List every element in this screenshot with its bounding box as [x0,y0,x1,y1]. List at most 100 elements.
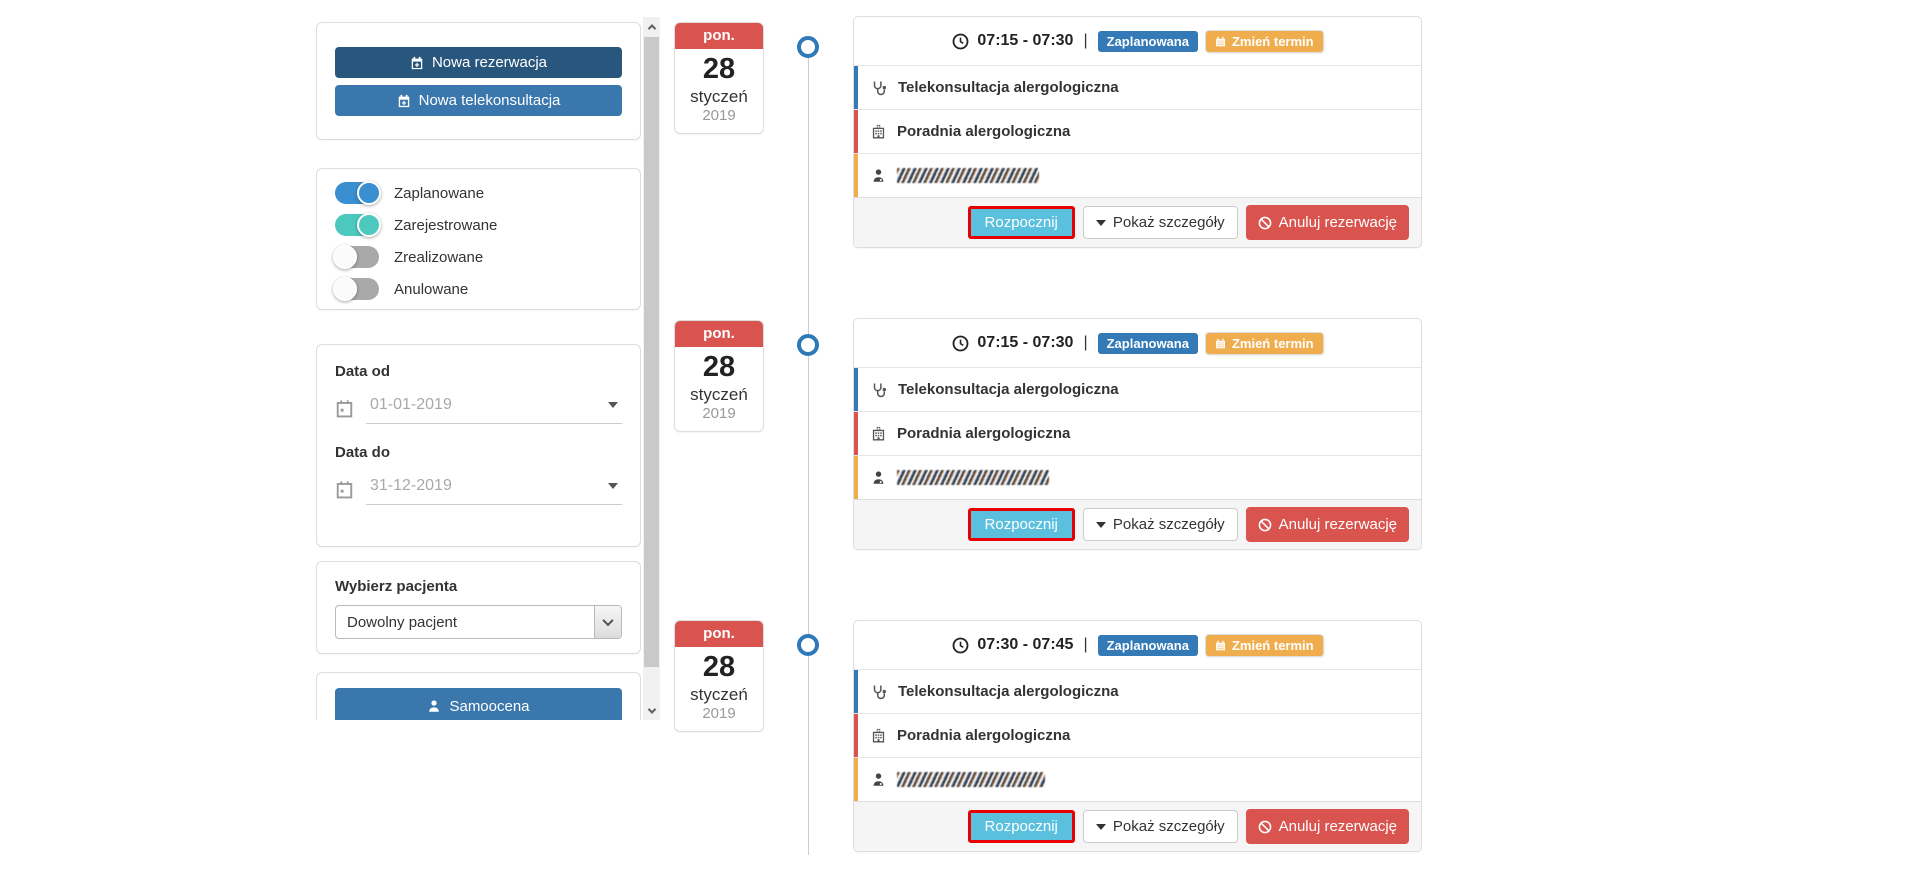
date-to-input[interactable]: 31-12-2019 [335,475,622,505]
appointment-actions: Rozpocznij Pokaż szczegóły Anuluj rezerw… [854,801,1421,851]
timeline-marker [797,334,819,356]
stethoscope-icon [871,684,887,700]
appointment-header: 07:30 - 07:45 | Zaplanowana Zmień termin [854,621,1421,669]
show-details-button[interactable]: Pokaż szczegóły [1082,508,1238,541]
date-from-value: 01-01-2019 [370,396,452,413]
calendar-icon [1215,640,1226,651]
date-range-card: Data od 01-01-2019 Data do 31-12-2019 [316,344,641,547]
toggle-zaplanowane[interactable] [335,181,381,205]
select-arrow-button[interactable] [594,606,621,638]
hospital-icon [871,728,886,743]
reschedule-label: Zmień termin [1231,335,1314,351]
caret-down-icon [608,483,618,489]
user-icon [427,699,441,713]
toggle-knob [357,213,381,237]
new-reservation-button[interactable]: Nowa rezerwacja [335,47,622,78]
caret-down-icon [608,402,618,408]
new-reservation-label: Nowa rezerwacja [431,54,548,71]
clinic-row: Poradnia alergologiczna [854,713,1421,757]
date-card: pon. 28 styczeń 2019 [674,320,764,432]
date-to-label: Data do [335,444,391,461]
chevron-down-icon [647,704,656,714]
date-day: 28 [702,651,736,683]
clock-icon [952,335,969,352]
timeline-marker [797,36,819,58]
new-teleconsultation-button[interactable]: Nowa telekonsultacja [335,85,622,116]
clinic-strip [854,412,858,455]
clinic-strip [854,110,858,153]
chevron-down-icon [602,614,614,627]
patient-row [854,153,1421,197]
start-button[interactable]: Rozpocznij [967,810,1075,843]
date-day: 28 [702,351,736,383]
date-weekday: pon. [675,23,763,49]
toggle-zrealizowane[interactable] [333,245,379,269]
cancel-reservation-button[interactable]: Anuluj rezerwację [1245,507,1409,542]
sidebar-scrollbar[interactable] [643,17,660,720]
status-filters-card: Zaplanowane Zarejestrowane Zrealizowane … [316,168,641,310]
actions-card: Nowa rezerwacja Nowa telekonsultacja [316,22,641,140]
caret-down-icon [1095,823,1106,830]
show-details-label: Pokaż szczegóły [1112,818,1225,835]
service-row: Telekonsultacja alergologiczna [854,65,1421,109]
self-assessment-card: Samoocena [316,672,641,720]
toggle-knob [357,181,381,205]
date-from-input[interactable]: 01-01-2019 [335,394,622,424]
toggle-anulowane[interactable] [333,277,379,301]
scrollbar-down-button[interactable] [643,701,660,720]
self-assessment-button[interactable]: Samoocena [335,688,622,720]
start-button[interactable]: Rozpocznij [967,508,1075,541]
timeline-line [808,47,809,855]
reschedule-button[interactable]: Zmień termin [1205,30,1323,52]
filter-label: Zarejestrowane [394,216,498,234]
appointment-actions: Rozpocznij Pokaż szczegóły Anuluj rezerw… [854,197,1421,247]
clinic-row: Poradnia alergologiczna [854,109,1421,153]
filter-label: Zaplanowane [394,184,485,202]
separator: | [1083,334,1088,351]
patient-strip [854,758,858,801]
start-button[interactable]: Rozpocznij [967,206,1075,239]
reschedule-label: Zmień termin [1231,33,1314,49]
filter-row-anulowane: Anulowane [333,277,622,301]
clock-icon [952,33,969,50]
scrollbar-up-button[interactable] [643,17,660,36]
date-day: 28 [702,53,736,85]
service-name: Telekonsultacja alergologiczna [898,381,1119,398]
date-year: 2019 [702,704,736,722]
show-details-button[interactable]: Pokaż szczegóły [1082,206,1238,239]
scrollbar-thumb[interactable] [644,37,659,667]
patient-name-censored [897,772,1045,787]
chevron-up-icon [647,23,656,33]
doctor-icon [871,772,886,787]
patient-select[interactable]: Dowolny pacjent [335,605,622,639]
reschedule-button[interactable]: Zmień termin [1205,634,1323,656]
cancel-reservation-label: Anuluj rezerwację [1278,516,1397,533]
toggle-zarejestrowane[interactable] [335,213,381,237]
cancel-reservation-button[interactable]: Anuluj rezerwację [1245,809,1409,844]
stethoscope-icon [871,80,887,96]
appointment-header: 07:15 - 07:30 | Zaplanowana Zmień termin [854,319,1421,367]
hospital-icon [871,124,886,139]
clinic-name: Poradnia alergologiczna [897,123,1071,140]
toggle-knob [333,245,357,269]
appointment-card: 07:15 - 07:30 | Zaplanowana Zmień termin… [853,318,1422,550]
date-month: styczeń [690,384,748,404]
date-year: 2019 [702,404,736,422]
separator: | [1083,636,1088,653]
calendar-icon [335,399,354,424]
status-badge: Zaplanowana [1097,332,1198,354]
cancel-reservation-button[interactable]: Anuluj rezerwację [1245,205,1409,240]
show-details-button[interactable]: Pokaż szczegóły [1082,810,1238,843]
clock-icon [952,637,969,654]
reschedule-button[interactable]: Zmień termin [1205,332,1323,354]
date-card: pon. 28 styczeń 2019 [674,22,764,134]
status-badge: Zaplanowana [1097,30,1198,52]
clinic-name: Poradnia alergologiczna [897,727,1071,744]
service-strip [854,368,858,411]
date-year: 2019 [702,106,736,124]
appointment-header: 07:15 - 07:30 | Zaplanowana Zmień termin [854,17,1421,65]
show-details-label: Pokaż szczegóły [1112,516,1225,533]
date-to-value: 31-12-2019 [370,477,452,494]
clinic-strip [854,714,858,757]
filter-row-zaplanowane: Zaplanowane [335,181,622,205]
